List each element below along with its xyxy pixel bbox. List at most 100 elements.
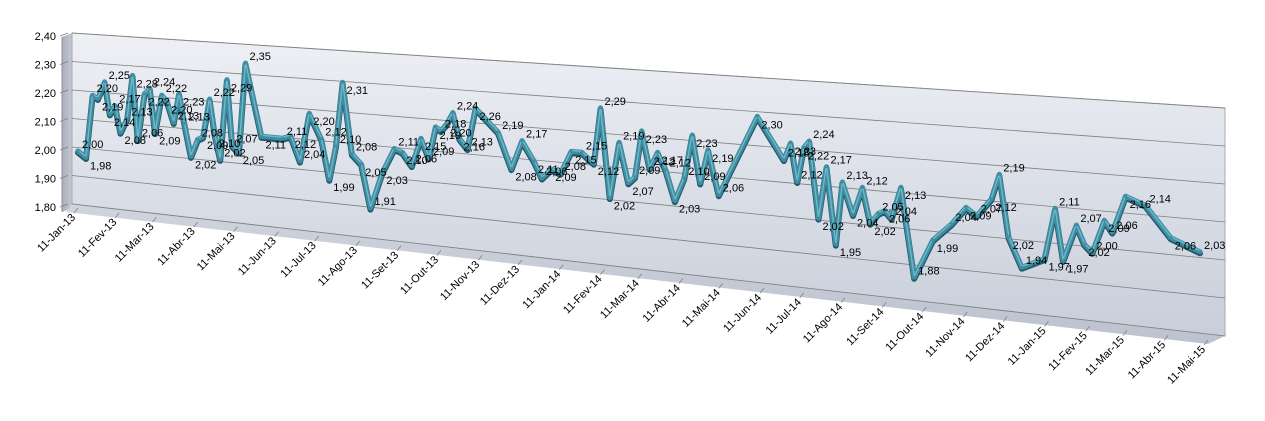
data-point xyxy=(177,92,181,96)
gridline xyxy=(71,146,1226,261)
x-tick-label: 11-Fev-15 xyxy=(1046,330,1089,373)
data-point xyxy=(1198,250,1202,254)
data-label: 2,07 xyxy=(981,204,1002,216)
data-label: 2,12 xyxy=(670,158,691,170)
data-label: 2,25 xyxy=(109,70,130,82)
data-point xyxy=(96,97,100,101)
data-point xyxy=(208,97,212,101)
data-label: 2,20 xyxy=(450,128,471,140)
data-label: 2,06 xyxy=(416,154,437,166)
data-label: 2,13 xyxy=(188,111,209,123)
data-point xyxy=(717,193,721,197)
data-point xyxy=(319,137,323,141)
data-label: 2,09 xyxy=(433,146,454,158)
data-point xyxy=(569,149,573,153)
data-label: 2,18 xyxy=(445,119,466,131)
data-label: 2,08 xyxy=(356,142,377,154)
x-tick-label: 11-Jan-15 xyxy=(1006,325,1049,368)
x-tick-label: 11-Jan-13 xyxy=(35,212,78,255)
x-tick xyxy=(637,273,642,280)
gridline-left xyxy=(59,89,69,94)
data-label: 2,20 xyxy=(313,116,334,128)
data-point xyxy=(444,123,448,127)
data-label: 2,24 xyxy=(154,76,175,88)
data-label: 2,02 xyxy=(874,226,895,238)
data-label: 2,12 xyxy=(801,169,822,181)
data-label: 2,15 xyxy=(586,140,607,152)
data-label: 2,10 xyxy=(219,138,240,150)
data-point xyxy=(213,133,217,137)
data-point xyxy=(108,112,112,116)
data-label: 2,11 xyxy=(265,139,286,151)
data-point xyxy=(327,177,331,181)
data-label: 2,10 xyxy=(688,166,709,178)
data-point xyxy=(860,185,864,189)
x-tick-label: 11-Mai-15 xyxy=(1165,344,1208,387)
data-point xyxy=(532,159,536,163)
data-point xyxy=(755,114,759,118)
data-label: 2,08 xyxy=(202,127,223,139)
data-label: 2,14 xyxy=(114,117,135,129)
data-point xyxy=(400,150,404,154)
data-point xyxy=(103,80,107,84)
data-label: 2,02 xyxy=(1088,247,1109,259)
data-label: 2,30 xyxy=(761,119,782,131)
data-point xyxy=(230,144,234,148)
data-point xyxy=(1082,242,1086,246)
x-tick xyxy=(274,231,280,237)
data-point xyxy=(125,116,129,120)
x-tick xyxy=(193,221,198,228)
data-point xyxy=(989,197,993,201)
x-tick xyxy=(1122,330,1128,336)
data-label: 2,04 xyxy=(857,217,878,229)
data-label: 2,11 xyxy=(398,136,419,148)
data-point xyxy=(617,140,621,144)
data-point xyxy=(368,206,372,210)
data-label: 2,17 xyxy=(830,155,851,167)
data-point xyxy=(142,92,146,96)
data-point xyxy=(380,170,384,174)
data-point xyxy=(598,106,602,110)
x-tick xyxy=(921,306,927,313)
x-tick xyxy=(600,269,605,275)
data-label: 2,24 xyxy=(813,129,834,141)
data-label: 2,28 xyxy=(137,78,158,90)
data-label: 2,13 xyxy=(846,170,867,182)
x-tick-label: 11-Jan-14 xyxy=(520,268,563,311)
data-point xyxy=(520,139,524,143)
data-label: 2,19 xyxy=(102,102,123,114)
data-label: 1,99 xyxy=(937,243,958,255)
data-point xyxy=(802,145,806,149)
data-label: 1,88 xyxy=(918,265,939,277)
data-label: 2,23 xyxy=(795,146,816,158)
x-tick xyxy=(840,297,846,303)
data-point xyxy=(1144,203,1148,207)
data-point xyxy=(1090,250,1094,254)
data-point xyxy=(427,156,431,160)
x-tick-label: 11-Jul-13 xyxy=(278,240,318,280)
data-point xyxy=(165,99,169,103)
data-label: 2,06 xyxy=(1116,220,1137,232)
data-point xyxy=(1074,223,1078,227)
data-label: 2,35 xyxy=(250,51,271,63)
data-label: 2,13 xyxy=(472,137,493,149)
data-label: 2,11 xyxy=(1059,196,1080,208)
price-series xyxy=(75,60,1203,282)
x-tick xyxy=(355,240,361,247)
data-label: 1,95 xyxy=(840,247,861,259)
data-label: 2,13 xyxy=(905,190,926,202)
data-point xyxy=(196,137,200,141)
data-point xyxy=(673,199,677,203)
data-point xyxy=(113,104,117,108)
y-tick-label: 2,10 xyxy=(35,117,56,129)
data-point xyxy=(119,130,123,134)
data-point xyxy=(148,86,152,90)
data-label: 2,11 xyxy=(287,126,308,138)
data-point xyxy=(298,159,302,163)
x-tick xyxy=(759,287,765,294)
data-point xyxy=(281,136,285,140)
x-tick-label: 11-Jun-13 xyxy=(236,235,279,278)
data-point xyxy=(540,176,544,180)
data-label: 2,03 xyxy=(1204,240,1225,252)
